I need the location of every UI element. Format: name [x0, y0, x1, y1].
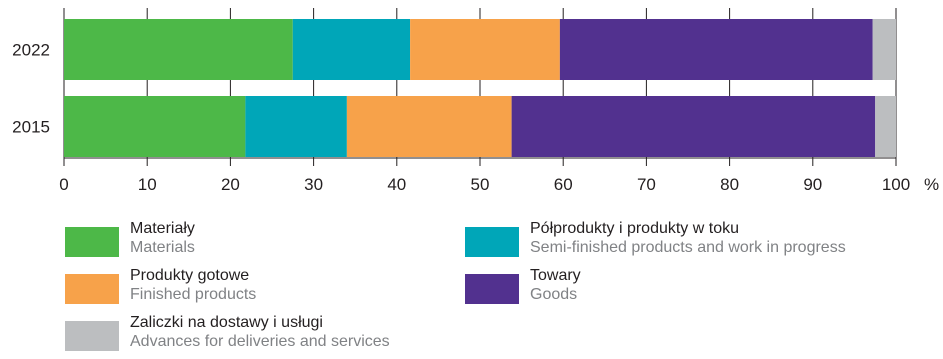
x-tick-label-80: 80 [720, 175, 739, 194]
x-tick-label-30: 30 [304, 175, 323, 194]
category-label-2015: 2015 [12, 118, 50, 137]
legend-item-2: Produkty gotowe Finished products [65, 267, 256, 304]
bar-2015-series-1 [245, 96, 347, 157]
legend-swatch-1 [465, 227, 519, 257]
legend-swatch-2 [65, 274, 119, 304]
legend-item-3: Towary Goods [465, 267, 581, 304]
x-tick-label-90: 90 [803, 175, 822, 194]
x-tick-label-0: 0 [59, 175, 68, 194]
legend-label-pl-3: Towary [530, 267, 581, 284]
bars [64, 19, 896, 157]
legend-label-pl-4: Zaliczki na dostawy i usługi [130, 314, 323, 331]
x-tick-label-70: 70 [637, 175, 656, 194]
x-tick-label-100: 100 [882, 175, 910, 194]
legend-label-pl-1: Półprodukty i produkty w toku [530, 220, 739, 237]
legend-label-pl-2: Produkty gotowe [130, 267, 249, 284]
legend-label-pl-0: Materiały [130, 220, 195, 237]
legend-label-en-2: Finished products [130, 286, 256, 303]
bar-2015-series-3 [511, 96, 876, 157]
legend-swatch-4 [65, 321, 119, 351]
legend-label-en-0: Materials [130, 239, 195, 256]
x-axis-unit-label: % [924, 175, 939, 194]
legend-swatch-0 [65, 227, 119, 257]
x-tick-label-60: 60 [554, 175, 573, 194]
legend-item-0: Materiały Materials [65, 220, 195, 257]
bar-2022-series-3 [559, 19, 873, 80]
x-tick-label-20: 20 [221, 175, 240, 194]
x-tick-label-40: 40 [387, 175, 406, 194]
legend-swatch-3 [465, 274, 519, 304]
bar-2022-series-2 [410, 19, 560, 80]
bar-2015-series-4 [875, 96, 896, 157]
legend: Materiały Materials Półprodukty i produkty… [65, 220, 846, 351]
bar-2022-series-1 [292, 19, 411, 80]
bar-2022-series-4 [872, 19, 896, 80]
category-label-2022: 2022 [12, 41, 50, 60]
legend-label-en-4: Advances for deliveries and services [130, 333, 390, 350]
x-tick-label-50: 50 [471, 175, 490, 194]
bar-2015-series-0 [64, 96, 246, 157]
bar-2015-series-2 [346, 96, 512, 157]
legend-label-en-1: Semi-finished products and work in progr… [530, 239, 846, 256]
bar-2022-series-0 [64, 19, 293, 80]
legend-item-1: Półprodukty i produkty w toku Semi-finish… [465, 220, 846, 257]
x-tick-label-10: 10 [138, 175, 157, 194]
legend-label-en-3: Goods [530, 286, 577, 303]
legend-item-4: Zaliczki na dostawy i usługi Advances for… [65, 314, 390, 351]
